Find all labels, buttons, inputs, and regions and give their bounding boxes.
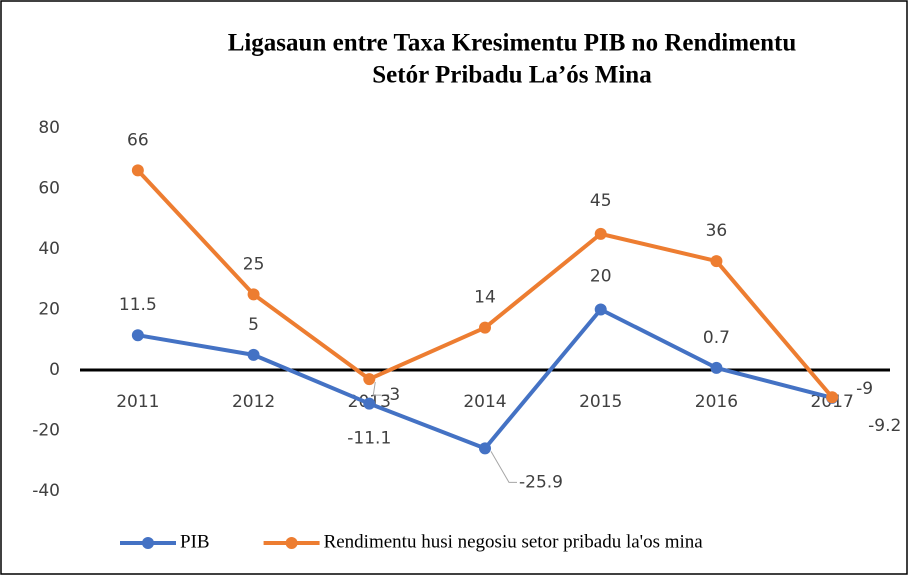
data-label: -9.2	[868, 416, 901, 436]
legend-label: PIB	[180, 531, 210, 552]
x-tick-label: 2015	[579, 392, 622, 412]
point	[363, 397, 376, 410]
legend-marker	[285, 537, 298, 549]
data-label: 0.7	[703, 328, 730, 348]
x-tick-label: 2016	[695, 392, 738, 412]
point	[479, 442, 491, 455]
data-label: 11.5	[119, 295, 157, 315]
data-label: -9	[856, 379, 873, 399]
x-tick-label: 2012	[232, 392, 275, 412]
data-label: -11.1	[347, 429, 391, 449]
point	[131, 329, 144, 342]
y-tick-label: -20	[32, 421, 60, 441]
data-label: -3	[383, 385, 400, 405]
leader-line	[372, 381, 382, 396]
y-tick-label: 20	[38, 300, 60, 320]
y-tick-label: 40	[38, 239, 60, 259]
y-tick-label: 80	[38, 118, 60, 138]
chart-title: Ligasaun entre Taxa Kresimentu PIB no Re…	[228, 30, 797, 57]
data-label: 14	[474, 288, 496, 308]
data-label: 5	[248, 315, 259, 335]
point	[594, 227, 607, 240]
legend-label: Rendimentu husi negosiu setor pribadu la…	[324, 531, 704, 552]
data-label: 36	[706, 221, 728, 241]
data-label: 25	[243, 254, 265, 274]
legend-marker	[142, 537, 154, 549]
point	[826, 391, 839, 404]
point	[131, 164, 144, 177]
data-label: 20	[590, 267, 612, 287]
point	[363, 373, 376, 386]
point	[594, 303, 607, 316]
y-tick-label: 0	[49, 360, 60, 380]
y-tick-label: -40	[32, 481, 60, 501]
point	[710, 255, 723, 268]
leader-line	[490, 451, 517, 483]
data-label: -25.9	[519, 472, 563, 492]
point	[479, 321, 491, 334]
point	[247, 288, 260, 301]
x-tick-label: 2011	[116, 392, 159, 412]
point	[710, 361, 723, 374]
x-tick-label: 2014	[463, 392, 506, 412]
data-label: 45	[590, 191, 612, 211]
y-tick-label: 60	[38, 179, 60, 199]
data-label: 66	[127, 130, 149, 150]
chart-subtitle: Setór Pribadu La’ós Mina	[372, 62, 652, 89]
point	[247, 348, 260, 361]
